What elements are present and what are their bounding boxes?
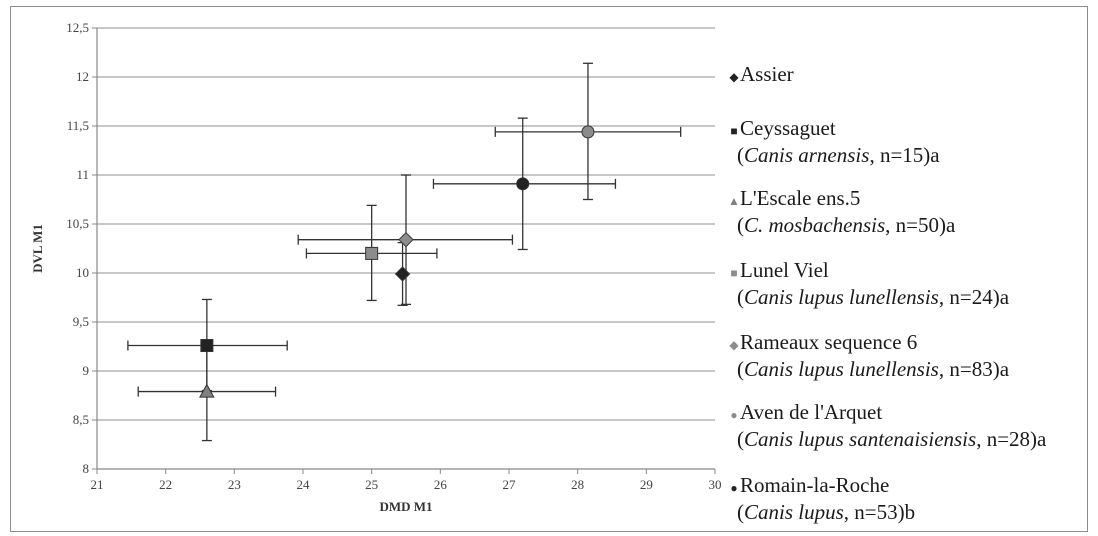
x-tick-label: 30 (709, 477, 722, 492)
legend-entry-romain-la-roche: ● Romain-la-Roche (Canis lupus, n=53)b (728, 473, 915, 524)
x-tick-label: 28 (571, 477, 584, 492)
y-tick-label: 12,5 (66, 20, 89, 35)
x-tick-label: 22 (159, 477, 172, 492)
circle-icon: ● (730, 408, 738, 422)
y-tick-label: 10,5 (66, 216, 89, 231)
x-tick-label: 29 (640, 477, 653, 492)
point-assier (394, 266, 411, 282)
legend-sublabel: (Canis lupus lunellensis, n=24)a (737, 285, 1010, 309)
circle-icon: ● (730, 481, 738, 495)
y-tick-label: 9,5 (73, 314, 89, 329)
legend-sublabel: (Canis lupus, n=53)b (737, 500, 916, 524)
point-lunel-viel (365, 246, 379, 260)
point-rameaux-sequence-6 (398, 231, 414, 248)
y-tick-label: 8,5 (73, 412, 89, 427)
legend-entry-lunel-viel: ■ Lunel Viel (Canis lupus lunellensis, n=2… (728, 258, 1009, 309)
legend-label: Assier (740, 62, 794, 86)
point-romain-la-roche (516, 177, 530, 191)
y-tick-label: 11 (76, 167, 89, 182)
x-tick-label: 23 (228, 477, 241, 492)
legend-entry-rameaux-sequence-6: ◆Rameaux sequence 6 (Canis lupus lunellen… (728, 330, 1009, 381)
y-axis-title: DVL M1 (30, 224, 45, 273)
legend-label: Romain-la-Roche (740, 473, 890, 497)
legend-sublabel: (Canis lupus santenaisiensis, n=28)a (737, 427, 1047, 451)
y-tick-label: 9 (83, 363, 90, 378)
legend-label: Aven de l'Arquet (740, 400, 883, 424)
legend-label: Rameaux sequence 6 (740, 330, 918, 354)
legend-label: Lunel Viel (740, 258, 829, 282)
legend-sublabel: (Canis lupus lunellensis, n=83)a (737, 357, 1010, 381)
legend-label: Ceyssaguet (740, 116, 836, 140)
x-tick-label: 26 (434, 477, 448, 492)
point-l-escale-ens-5 (199, 383, 215, 398)
x-tick-label: 21 (91, 477, 104, 492)
diamond-icon: ◆ (729, 70, 739, 84)
legend-entry-ceyssaguet: ■ Ceyssaguet (Canis arnensis, n=15)a (728, 116, 940, 167)
y-tick-label: 8 (83, 461, 90, 476)
x-tick-label: 27 (503, 477, 517, 492)
x-tick-label: 25 (365, 477, 378, 492)
y-tick-label: 10 (76, 265, 89, 280)
legend-entry-assier: ◆Assier (728, 62, 794, 89)
legend-sublabel: (Canis arnensis, n=15)a (737, 143, 940, 167)
legend-sublabel: (C. mosbachensis, n=50)a (737, 213, 956, 237)
triangle-icon: ▲ (728, 194, 740, 208)
legend-entry-l-escale-ens-5: ▲L'Escale ens.5 (C. mosbachensis, n=50)a (728, 186, 955, 237)
square-icon: ■ (730, 124, 738, 138)
legend: ◆Assier ■ Ceyssaguet (Canis arnensis, n=15)… (728, 0, 1088, 536)
diamond-icon: ◆ (729, 338, 739, 352)
x-tick-label: 24 (297, 477, 311, 492)
y-tick-label: 12 (76, 69, 89, 84)
square-icon: ■ (730, 266, 738, 280)
x-axis-title: DMD M1 (379, 499, 432, 514)
point-aven-de-l-arquet (581, 125, 595, 139)
chart-frame (10, 6, 1088, 532)
y-tick-label: 11,5 (67, 118, 89, 133)
legend-label: L'Escale ens.5 (740, 186, 861, 210)
point-ceyssaguet (200, 339, 214, 353)
legend-entry-aven-de-l-arquet: ● Aven de l'Arquet (Canis lupus santenaisi… (728, 400, 1046, 451)
